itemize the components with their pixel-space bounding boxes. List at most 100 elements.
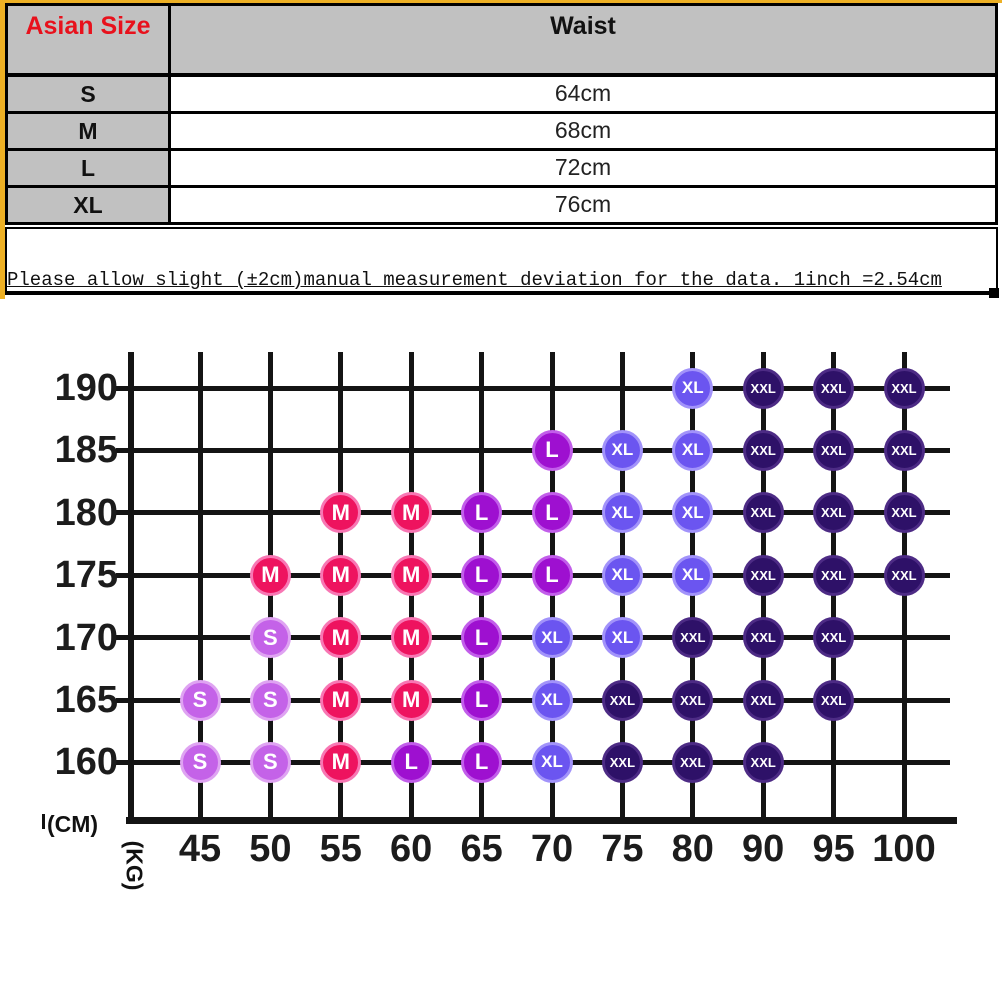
size-point-XXL: XXL [883,554,925,596]
size-point-M: M [390,492,432,534]
waist-value-cell: 72cm [171,151,995,185]
x-tick-label: 75 [601,828,644,870]
size-label-cell: M [8,114,171,148]
size-point-S: S [179,679,221,721]
x-tick-label: 45 [178,828,222,870]
selection-handle [989,288,999,298]
x-tick-label: 80 [671,828,714,870]
size-point-XL: XL [601,617,643,659]
size-table-frame: Asian Size Waist S 64cm M 68cm L 72cm XL 76cm P… [0,0,1002,300]
size-point-XXL: XXL [883,492,925,534]
size-point-L: L [531,492,573,534]
size-point-XXL: XXL [742,679,784,721]
cm-axis-label: (CM) [47,811,99,837]
size-point-S: S [249,617,291,659]
size-point-M: M [390,617,432,659]
size-point-S: S [179,741,221,783]
size-point-S: S [249,741,291,783]
x-tick-label: 65 [460,828,503,870]
gold-border-top [0,0,1002,3]
size-point-M: M [320,554,362,596]
size-point-XL: XL [601,429,643,471]
size-point-L: L [461,492,503,534]
size-point-XXL: XXL [672,741,714,783]
size-point-XL: XL [672,429,714,471]
grid-line-v [197,352,203,823]
size-point-XXL: XXL [742,492,784,534]
size-label-cell: XL [8,188,171,222]
size-point-XXL: XXL [813,367,855,409]
size-point-XXL: XXL [672,679,714,721]
x-tick-label: 95 [812,828,855,870]
size-point-XXL: XXL [742,741,784,783]
size-point-L: L [531,429,573,471]
size-point-XXL: XXL [883,367,925,409]
size-point-L: L [461,554,503,596]
cm-label-artifact [42,814,45,829]
grid-line-h [116,385,950,391]
x-tick-label: 70 [530,828,574,870]
size-point-M: M [249,554,291,596]
size-point-XXL: XXL [601,679,643,721]
y-tick-label: 175 [54,554,118,597]
size-point-M: M [390,554,432,596]
x-tick-label: 55 [319,828,362,870]
size-point-M: M [320,617,362,659]
note-text: Please allow slight (±2cm)manual measure… [7,269,942,291]
size-point-XXL: XXL [742,554,784,596]
x-tick-label: 60 [390,828,433,870]
size-point-XL: XL [531,617,573,659]
table-row: M 68cm [8,111,995,148]
table-header-row: Asian Size Waist [8,6,995,77]
size-table: Asian Size Waist S 64cm M 68cm L 72cm XL 76cm [5,3,998,225]
size-point-M: M [320,492,362,534]
x-axis-line [126,817,957,824]
size-point-M: M [390,679,432,721]
table-body: S 64cm M 68cm L 72cm XL 76cm [8,77,995,222]
waist-value-cell: 76cm [171,188,995,222]
size-point-XXL: XXL [672,617,714,659]
size-point-L: L [461,679,503,721]
size-point-XL: XL [601,554,643,596]
y-axis-line [128,352,134,823]
size-point-S: S [249,679,291,721]
x-tick-label: 100 [872,828,936,870]
size-point-XXL: XXL [813,429,855,471]
y-tick-label: 180 [54,491,118,534]
size-point-XL: XL [672,367,714,409]
x-tick-label: 50 [249,828,292,870]
size-point-M: M [320,741,362,783]
note-box: Please allow slight (±2cm)manual measure… [5,227,999,298]
table-row: L 72cm [8,148,995,185]
size-point-XL: XL [672,492,714,534]
table-row: XL 76cm [8,185,995,222]
size-point-XXL: XXL [742,617,784,659]
header-cell-waist: Waist [171,6,995,73]
size-point-XL: XL [601,492,643,534]
gold-border-left [0,0,5,299]
header-cell-asian-size: Asian Size [8,6,171,73]
size-point-XL: XL [531,741,573,783]
size-point-L: L [461,617,503,659]
size-point-L: L [531,554,573,596]
size-point-L: L [461,741,503,783]
y-tick-label: 190 [54,367,118,409]
waist-value-cell: 68cm [171,114,995,148]
size-point-XXL: XXL [813,679,855,721]
waist-value-cell: 64cm [171,77,995,111]
size-point-XXL: XXL [883,429,925,471]
size-point-XL: XL [672,554,714,596]
y-tick-label: 185 [54,429,118,472]
size-point-XXL: XXL [813,617,855,659]
size-point-XXL: XXL [742,429,784,471]
size-point-XXL: XXL [813,492,855,534]
y-tick-label: 165 [54,679,118,721]
table-row: S 64cm [8,77,995,111]
y-tick-label: 170 [54,616,118,659]
size-point-XXL: XXL [813,554,855,596]
size-point-XXL: XXL [601,741,643,783]
x-tick-label: 90 [742,828,785,870]
size-point-L: L [390,741,432,783]
y-tick-label: 160 [54,741,118,784]
